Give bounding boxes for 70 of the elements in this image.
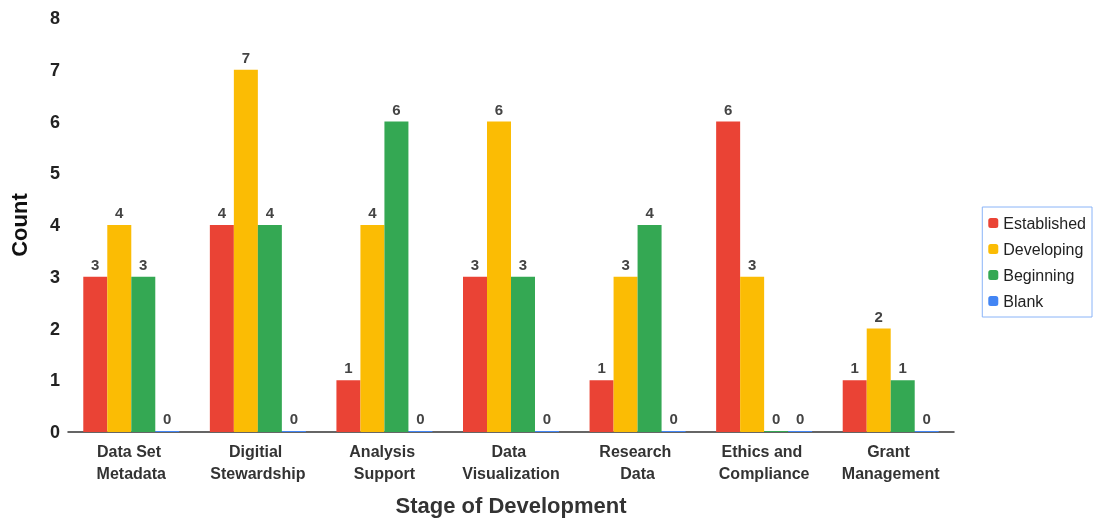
- legend-label: Blank: [1003, 292, 1045, 310]
- x-tick-label: Data Visualization: [462, 442, 560, 482]
- bar: [487, 121, 511, 432]
- data-label: 3: [518, 255, 528, 273]
- data-label: 4: [645, 204, 655, 221]
- data-label: 3: [139, 255, 148, 273]
- data-label: 0: [922, 410, 931, 427]
- bar: [83, 276, 108, 432]
- x-tick-label: Data Set Metadata: [96, 442, 167, 482]
- y-axis-title: Count: [6, 192, 32, 257]
- bar: [209, 225, 234, 432]
- bar: [233, 69, 258, 432]
- bar: [613, 276, 638, 432]
- bar: [511, 276, 535, 432]
- data-label: 3: [621, 255, 630, 273]
- data-label: 6: [723, 100, 733, 118]
- x-axis-title: Stage of Development: [395, 492, 628, 518]
- y-tick-label: 0: [49, 422, 60, 442]
- data-label: 0: [669, 410, 678, 427]
- data-label: 1: [344, 359, 353, 377]
- data-label: 0: [416, 410, 425, 427]
- data-label: 0: [542, 410, 552, 427]
- x-tick-label: Research Data: [599, 442, 676, 482]
- data-label: 1: [898, 359, 907, 377]
- bar: [842, 380, 867, 432]
- y-tick-label: 8: [49, 8, 60, 28]
- bar: [360, 225, 385, 432]
- data-label: 0: [163, 410, 172, 427]
- bar: [589, 380, 614, 432]
- data-label: 4: [115, 204, 125, 221]
- data-label: 1: [597, 359, 606, 377]
- bar: [866, 328, 891, 432]
- x-tick-label: Analysis Support: [349, 442, 420, 482]
- legend-label: Established: [1003, 214, 1086, 232]
- bar: [257, 225, 282, 432]
- x-tick-label: Grant Management: [841, 442, 941, 482]
- bar: [890, 380, 915, 432]
- data-label: 4: [368, 204, 378, 221]
- bar: [107, 225, 132, 432]
- data-label: 4: [265, 204, 275, 221]
- y-tick-label: 1: [49, 370, 60, 391]
- bar: [463, 276, 487, 432]
- y-tick-label: 2: [49, 318, 60, 339]
- data-label: 0: [795, 410, 805, 427]
- legend-label: Beginning: [1003, 266, 1075, 284]
- data-label: 3: [747, 255, 757, 273]
- legend-label: Developing: [1003, 240, 1084, 258]
- data-label: 6: [494, 100, 504, 118]
- bar: [637, 225, 662, 432]
- y-tick-label: 3: [49, 266, 60, 287]
- y-tick-label: 7: [49, 59, 60, 80]
- data-label: 3: [91, 255, 100, 273]
- y-tick-label: 4: [49, 215, 60, 235]
- bar: [384, 121, 409, 432]
- data-label: 2: [874, 307, 883, 325]
- x-tick-label: Digitial Stewardship: [210, 442, 306, 482]
- y-tick-label: 5: [49, 163, 60, 184]
- bar: [131, 276, 156, 432]
- bar: [336, 380, 361, 432]
- data-label: 7: [241, 48, 251, 66]
- x-tick-label: Ethics and Compliance: [718, 442, 810, 482]
- data-label: 3: [470, 255, 480, 273]
- data-label: 6: [392, 100, 401, 118]
- bar: [740, 276, 765, 432]
- data-label: 0: [289, 410, 299, 427]
- data-label: 0: [771, 410, 781, 427]
- data-label: 4: [217, 204, 227, 221]
- y-tick-label: 6: [49, 111, 60, 132]
- data-label: 1: [850, 359, 859, 377]
- bar: [716, 121, 741, 432]
